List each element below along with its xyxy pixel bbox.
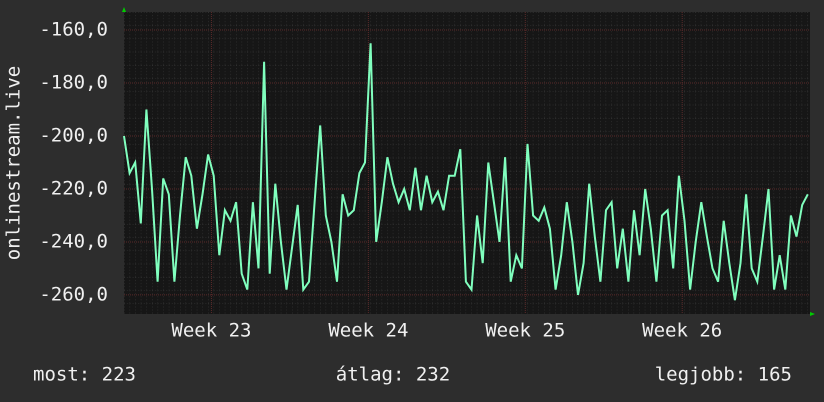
- x-tick-label: Week 26: [642, 320, 722, 342]
- stat-avg: átlag: 232: [336, 364, 450, 386]
- y-tick-label: -200,0: [39, 124, 108, 146]
- minor-grid: [124, 12, 810, 314]
- y-tick-label: -240,0: [39, 230, 108, 252]
- y-tick-label: -180,0: [39, 71, 108, 93]
- x-tick-label: Week 24: [328, 320, 408, 342]
- data-line: [123, 43, 809, 301]
- y-axis-label: onlinestream.live: [3, 66, 25, 260]
- axis-arrow: [122, 7, 126, 12]
- x-tick-label: Week 23: [171, 320, 251, 342]
- y-tick-label: -160,0: [39, 19, 108, 41]
- stat-now: most: 223: [33, 364, 136, 386]
- x-tick-label: Week 25: [485, 320, 565, 342]
- y-tick-label: -260,0: [39, 283, 108, 305]
- stat-best: legjobb: 165: [655, 364, 792, 386]
- axis-arrow: [810, 312, 815, 316]
- y-tick-label: -220,0: [39, 177, 108, 199]
